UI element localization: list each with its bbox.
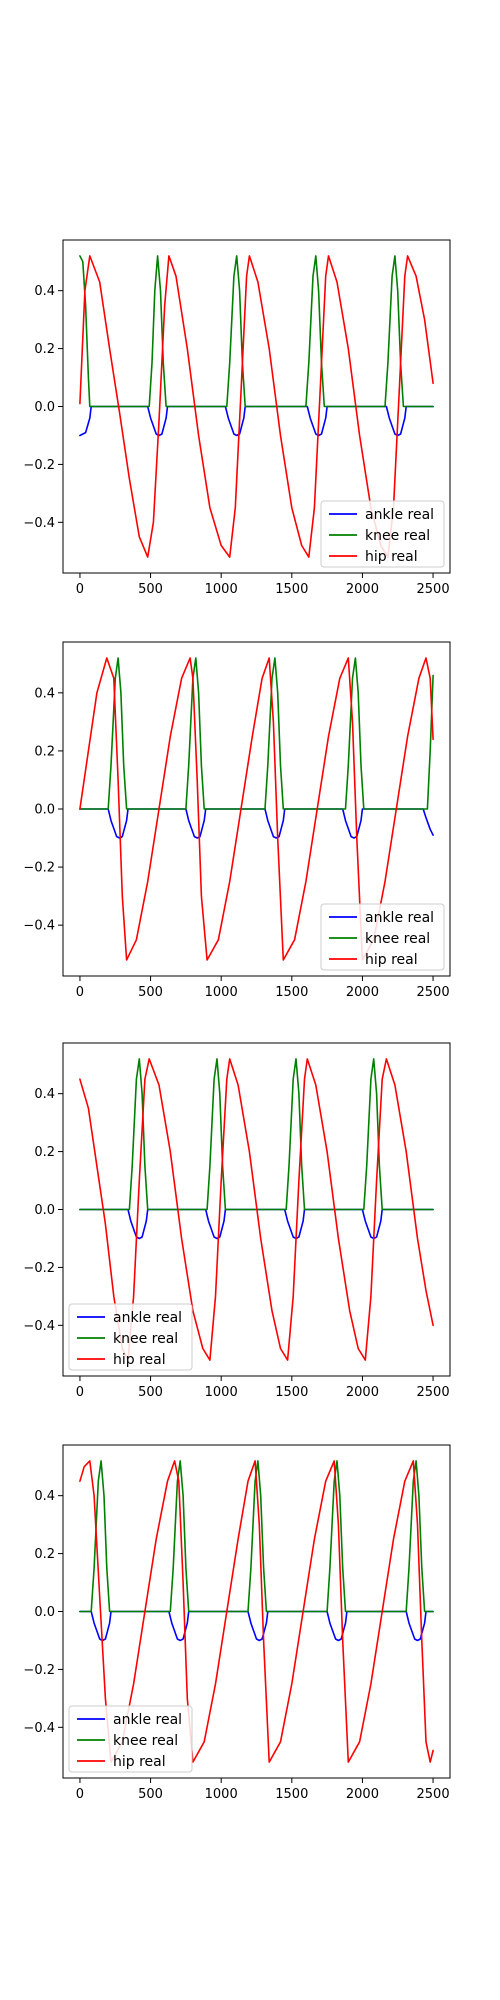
y-tick-label: 0.0 xyxy=(34,803,55,818)
y-tick-label: 0.0 xyxy=(34,1203,55,1218)
legend-label: ankle real xyxy=(113,1310,182,1326)
y-tick-label: −0.2 xyxy=(23,861,55,876)
legend: ankle real knee real hip real xyxy=(320,903,445,971)
legend: ankle real knee real hip real xyxy=(320,500,445,568)
y-tick-label: 0.2 xyxy=(34,744,55,759)
legend-label: hip real xyxy=(113,1352,166,1368)
x-tick-label: 2500 xyxy=(417,582,450,597)
legend-label: ankle real xyxy=(365,507,434,523)
y-tick-label: 0.4 xyxy=(34,1087,55,1102)
x-tick-label: 1500 xyxy=(275,985,308,1000)
chart-panel-4: 0 500 1000 1500 2000 2500 0.4 0.2 0.0 −0.2 −0.4 ank… xyxy=(23,1444,451,1802)
x-tick-label: 2000 xyxy=(346,985,379,1000)
legend-label: hip real xyxy=(365,549,418,565)
legend-label: knee real xyxy=(365,528,430,544)
series-line-knee-real xyxy=(79,1460,434,1613)
legend-box xyxy=(68,1303,193,1371)
x-tick-label: 0 xyxy=(76,985,84,1000)
series-line-hip-real xyxy=(79,1058,434,1361)
legend-label: knee real xyxy=(113,1331,178,1347)
y-tick-label: −0.4 xyxy=(23,1721,55,1736)
x-tick-label: 500 xyxy=(138,1385,163,1400)
x-tick-label: 0 xyxy=(76,1787,84,1802)
x-tick-label: 2500 xyxy=(417,1787,450,1802)
y-tick-label: 0.2 xyxy=(34,1547,55,1562)
x-tick-label: 2000 xyxy=(346,1787,379,1802)
y-tick-label: 0.2 xyxy=(34,1145,55,1160)
x-tick-label: 0 xyxy=(76,1385,84,1400)
x-tick-label: 0 xyxy=(76,582,84,597)
legend-label: ankle real xyxy=(113,1712,182,1728)
y-tick-label: −0.2 xyxy=(23,458,55,473)
x-tick-label: 1000 xyxy=(205,985,238,1000)
legend: ankle real knee real hip real xyxy=(68,1303,193,1371)
y-tick-label: 0.4 xyxy=(34,686,55,701)
x-tick-label: 1000 xyxy=(205,1385,238,1400)
legend-label: hip real xyxy=(365,952,418,968)
x-tick-label: 1000 xyxy=(205,1787,238,1802)
x-tick-label: 2500 xyxy=(417,985,450,1000)
legend-label: knee real xyxy=(113,1733,178,1749)
y-tick-label: 0.2 xyxy=(34,342,55,357)
chart-panel-1: 0 500 1000 1500 2000 2500 0.4 0.2 0.0 −0.2 −0.4 ank… xyxy=(23,239,451,597)
x-tick-label: 2000 xyxy=(346,582,379,597)
legend: ankle real knee real hip real xyxy=(68,1705,193,1773)
chart-panel-2: 0 500 1000 1500 2000 2500 0.4 0.2 0.0 −0.2 −0.4 ank… xyxy=(23,641,451,1000)
x-tick-label: 2500 xyxy=(417,1385,450,1400)
x-tick-label: 2000 xyxy=(346,1385,379,1400)
y-tick-label: −0.4 xyxy=(23,1319,55,1334)
chart-panel-3: 0 500 1000 1500 2000 2500 0.4 0.2 0.0 −0.2 −0.4 ank… xyxy=(23,1042,451,1400)
series-line-ankle-real xyxy=(79,808,434,839)
x-tick-label: 500 xyxy=(138,582,163,597)
x-tick-label: 500 xyxy=(138,985,163,1000)
series-line-knee-real xyxy=(79,255,434,408)
legend-box xyxy=(320,500,445,568)
legend-box xyxy=(320,903,445,971)
y-tick-label: −0.4 xyxy=(23,919,55,934)
y-tick-label: 0.4 xyxy=(34,1489,55,1504)
y-tick-label: 0.4 xyxy=(34,284,55,299)
series-line-ankle-real xyxy=(79,1610,434,1642)
x-tick-label: 1500 xyxy=(275,582,308,597)
x-tick-label: 500 xyxy=(138,1787,163,1802)
y-tick-label: −0.2 xyxy=(23,1261,55,1276)
y-tick-label: −0.4 xyxy=(23,516,55,531)
legend-label: ankle real xyxy=(365,910,434,926)
y-tick-label: −0.2 xyxy=(23,1663,55,1678)
x-tick-label: 1000 xyxy=(205,582,238,597)
x-tick-label: 1500 xyxy=(275,1787,308,1802)
y-tick-label: 0.0 xyxy=(34,400,55,415)
legend-label: knee real xyxy=(365,931,430,947)
y-tick-label: 0.0 xyxy=(34,1605,55,1620)
series-line-ankle-real xyxy=(79,405,434,437)
legend-box xyxy=(68,1705,193,1773)
series-line-knee-real xyxy=(79,1058,434,1211)
x-tick-label: 1500 xyxy=(275,1385,308,1400)
series-line-knee-real xyxy=(79,657,434,810)
legend-label: hip real xyxy=(113,1754,166,1770)
